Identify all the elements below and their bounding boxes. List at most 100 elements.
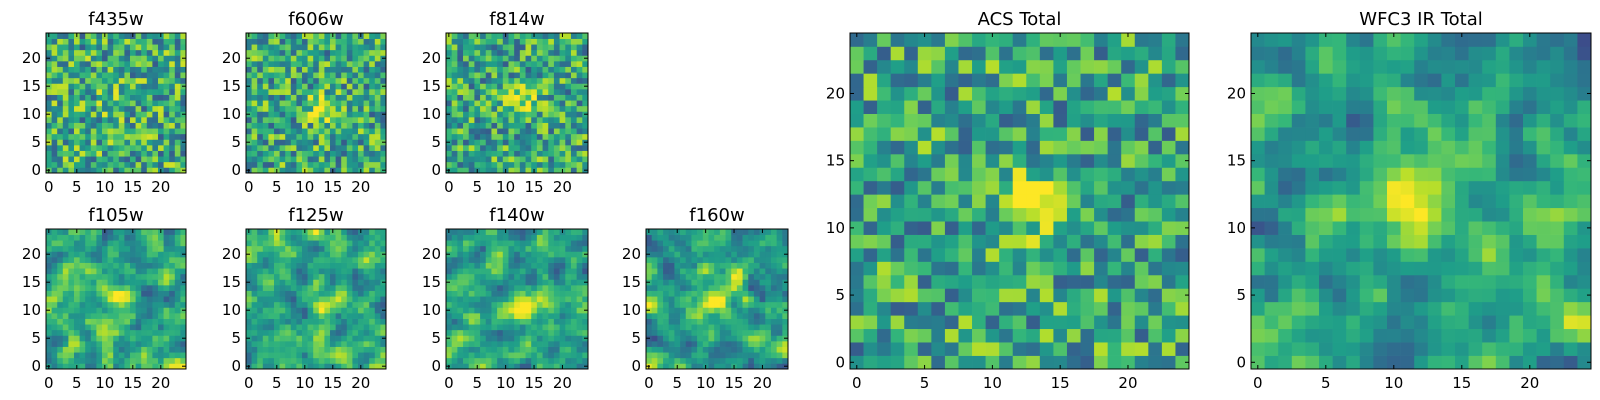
heatmap-cell [68,296,75,303]
heatmap-cell [180,301,187,308]
heatmap-cell [570,122,577,129]
heatmap-cell [246,273,252,280]
heatmap-cell [480,77,487,84]
heatmap-cell [446,145,453,151]
heatmap-cell [542,234,549,241]
heatmap-cell [113,55,120,62]
heatmap-cell [657,296,664,303]
heatmap-cell [474,38,481,45]
heatmap-cell [74,55,80,62]
heatmap-cell [85,279,92,286]
heatmap-cell [702,324,709,331]
heatmap-cell [152,357,159,364]
heatmap-cell [107,234,114,241]
heatmap-cell [1012,328,1027,343]
heatmap-cell [570,111,577,118]
heatmap-cell [519,44,526,51]
heatmap-cell [358,341,364,347]
heatmap-cell [1026,274,1041,289]
heatmap-cell [480,301,487,308]
heatmap-cell [102,122,108,129]
heatmap-cell [446,133,453,140]
heatmap-cell [958,248,973,262]
heatmap-cell [118,105,125,112]
heatmap-cell [285,44,292,51]
heatmap-cell [290,290,297,297]
heatmap-cell [663,324,670,331]
heatmap-cell [169,352,176,359]
heatmap-cell [330,61,336,67]
heatmap-cell [318,257,325,263]
heatmap-cell [262,117,269,123]
heatmap-cell [1148,234,1163,249]
heatmap-cell [674,313,681,319]
heatmap-cell [302,128,308,135]
heatmap-cell [519,329,526,336]
heatmap-cell [548,268,555,275]
heatmap-cell [931,274,946,289]
heatmap-cell [559,234,566,241]
heatmap-cell [548,61,555,67]
heatmap-cell [79,89,86,95]
heatmap-cell [697,357,704,364]
heatmap-cell [536,296,543,303]
heatmap-cell [90,55,97,62]
heatmap-cell [124,133,131,140]
heatmap-cell [1134,221,1149,235]
heatmap-cell [525,273,532,280]
heatmap-cell [85,301,92,308]
heatmap-cell [313,38,320,45]
heatmap-cell [285,133,292,140]
heatmap-cell [542,139,549,146]
heatmap-cell [514,145,521,151]
heatmap-cell [335,128,342,135]
heatmap-cell [1053,315,1068,330]
heatmap-cell [570,117,577,123]
heatmap-cell [318,296,325,303]
heatmap-cell [90,285,97,291]
heatmap-cell [877,301,892,316]
heatmap-cell [180,313,187,319]
heatmap-cell [748,229,755,235]
heatmap-cell [346,161,353,168]
heatmap-cell [753,296,760,303]
heatmap-cell [158,268,164,275]
heatmap-cell [531,44,538,51]
heatmap-cell [468,49,475,56]
heatmap-cell [346,156,353,163]
heatmap-cell [118,352,125,359]
heatmap-cell [152,285,159,291]
heatmap-cell [736,363,743,370]
heatmap-cell [559,245,566,252]
heatmap-cell [51,240,58,247]
heatmap-cell [174,279,181,286]
heatmap-cell [877,180,892,195]
heatmap-cell [180,122,187,129]
heatmap-cell [318,363,325,370]
heatmap-cell [330,324,336,331]
heatmap-cell [485,156,492,163]
heatmap-cell [262,122,269,129]
heatmap-cell [146,251,153,258]
heatmap-cell [485,161,492,168]
heatmap-cell [691,262,698,269]
heatmap-cell [85,72,92,79]
heatmap-cell [302,161,308,168]
heatmap-cell [313,66,320,73]
heatmap-cell [553,296,560,303]
heatmap-cell [369,335,376,342]
heatmap-cell [736,313,743,319]
heatmap-cell [68,318,75,325]
heatmap-cell [474,55,481,62]
heatmap-cell [468,296,475,303]
heatmap-cell [251,33,258,39]
heatmap-cell [341,66,348,73]
heatmap-cell [646,341,653,347]
heatmap-cell [296,240,303,247]
heatmap-cell [708,363,715,370]
heatmap-cell [765,335,772,342]
heatmap-cell [657,290,664,297]
heatmap-cell [985,153,1000,168]
heatmap-cell [146,285,153,291]
heatmap-cell [1175,342,1190,356]
